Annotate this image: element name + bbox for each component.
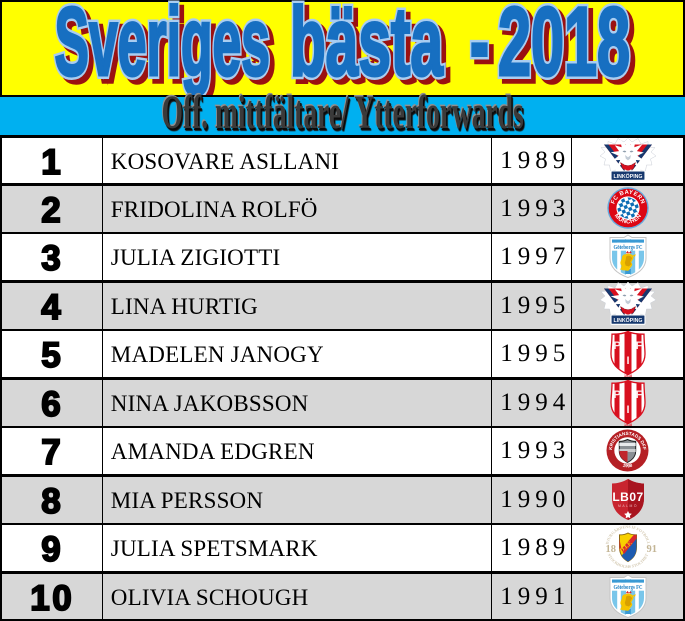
svg-text:I: I: [626, 355, 629, 367]
svg-text:bästa: bästa: [290, 0, 444, 96]
svg-text:2018: 2018: [503, 0, 635, 97]
svg-text:LINKÖPING: LINKÖPING: [613, 173, 642, 180]
svg-text:1918: 1918: [624, 423, 632, 426]
svg-text:Göteborgs FC: Göteborgs FC: [613, 244, 642, 251]
svg-text:bästa: bästa: [295, 0, 449, 97]
svg-text:LB07: LB07: [612, 490, 643, 504]
svg-text:P: P: [613, 340, 620, 352]
svg-text:LINKÖPING: LINKÖPING: [613, 317, 642, 324]
svg-text:F: F: [635, 340, 642, 352]
svg-text:1918: 1918: [624, 374, 632, 377]
svg-text:18: 18: [605, 544, 616, 555]
svg-text:Sveriges: Sveriges: [59, 0, 275, 97]
svg-text:Göteborgs FC: Göteborgs FC: [613, 584, 642, 591]
svg-text:-: -: [470, 0, 489, 96]
svg-text:-: -: [475, 0, 494, 97]
svg-text:F: F: [635, 389, 642, 401]
svg-text:MALMÖ: MALMÖ: [618, 504, 638, 508]
svg-text:Sveriges: Sveriges: [55, 0, 271, 96]
svg-text:bästa: bästa: [290, 0, 444, 96]
svg-text:2018: 2018: [498, 0, 630, 96]
svg-text:1998: 1998: [622, 463, 633, 469]
svg-text:91: 91: [646, 544, 657, 555]
svg-text:2018: 2018: [498, 0, 630, 96]
svg-text:I: I: [626, 404, 629, 416]
svg-text:-: -: [470, 0, 489, 96]
svg-text:P: P: [613, 389, 620, 401]
svg-text:Sveriges: Sveriges: [55, 0, 271, 96]
